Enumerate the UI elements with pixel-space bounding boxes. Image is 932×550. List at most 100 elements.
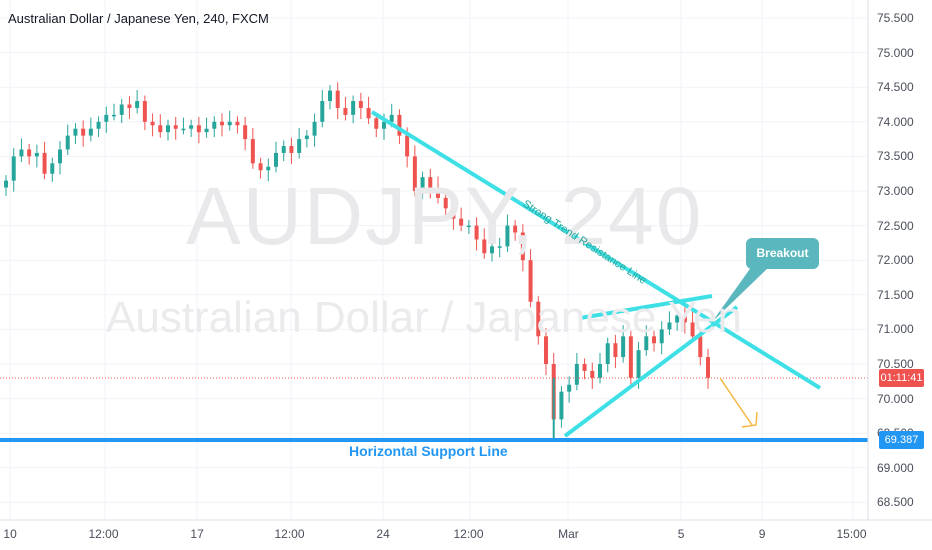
candle-body [196,125,201,133]
candle-body [235,121,240,126]
candle-body [42,152,47,174]
candle-body [227,121,232,126]
candle-body [366,107,371,119]
candle-body [559,391,564,420]
candle-body [621,336,626,358]
candle-body [27,149,32,157]
candle-body [335,90,340,108]
time-tick-label: 10 [3,527,17,541]
candle-body [58,149,62,164]
time-tick-label: 15:00 [836,527,867,541]
candle-body [659,329,664,344]
candle-body [158,125,163,133]
candle-body [528,260,533,302]
candle-body [405,135,410,157]
candle-body [119,104,124,115]
candle-body [250,139,255,164]
candle-body [374,118,379,129]
candle-body [567,384,572,392]
candle-body [142,101,147,122]
chart-title: Australian Dollar / Japanese Yen, 240, F… [8,11,269,26]
candle-body [351,101,356,115]
candle-body [204,128,209,133]
candle-body [574,364,579,385]
candle-body [520,232,525,261]
candle-body [289,146,294,153]
candle-body [667,322,672,330]
candle-body [644,336,649,351]
candle-body [443,197,448,209]
candle-body [590,370,595,378]
price-tick-label: 70.000 [877,391,914,406]
breakout-callout[interactable]: Breakout [746,238,819,269]
support-price-badge: 69.387 [879,431,924,449]
price-tick-label: 73.500 [877,149,914,164]
candle-body [682,315,687,323]
candle-body [613,343,618,358]
candle-body [490,246,494,254]
price-tick-label: 71.000 [877,322,914,337]
candle-body [482,239,487,254]
strong-trend-resistance-line[interactable] [370,110,822,390]
candle-body [19,149,24,157]
price-tick-label: 75.500 [877,11,914,25]
time-tick-label: 17 [190,527,204,541]
candle-body [412,156,417,191]
candle-body [312,121,317,136]
candle-body [536,301,541,337]
candle-body [135,101,140,108]
time-tick-label: 12:00 [453,527,484,541]
candlestick-series [4,82,710,439]
candle-body [628,336,633,378]
candle-body [212,121,217,129]
candle-body [428,177,433,188]
candle-body [320,101,325,122]
chart-grid [0,0,868,520]
candle-body [150,121,155,126]
candle-body [127,104,132,108]
candle-body [274,152,278,167]
candle-body [11,156,16,181]
candle-body [382,121,386,129]
candle-body [343,107,348,115]
triangle-lower-line[interactable] [563,305,739,438]
projection-arrow-head [741,411,758,428]
price-tick-label: 74.000 [877,114,914,129]
candle-body [397,114,402,136]
candle-body [266,166,271,171]
price-tick-label: 68.500 [877,495,914,510]
candle-body [258,163,263,171]
price-tick-label: 74.500 [877,80,914,95]
candle-body [112,114,116,117]
candle-body [698,336,703,358]
price-tick-label: 71.500 [877,287,914,302]
candle-body [96,121,101,129]
candle-body [497,246,502,248]
price-tick-label: 69.000 [877,460,914,475]
candle-body [605,343,610,364]
time-tick-label: 12:00 [274,527,305,541]
candle-body [88,128,93,136]
countdown-badge: 01:11:41 [879,369,924,387]
candle-body [304,135,309,140]
support-line-label: Horizontal Support Line [349,443,508,459]
candle-body [4,180,8,188]
candle-body [582,364,587,371]
price-tick-label: 75.000 [877,45,914,60]
candle-body [675,315,680,323]
name-watermark: Australian Dollar / Japanese Yen [106,293,742,342]
candle-body [389,114,394,122]
triangle-upper-line[interactable] [579,294,713,320]
candle-body [297,139,302,153]
candle-body [65,135,70,150]
time-tick-label: 5 [677,527,685,541]
candle-body [636,350,641,378]
symbol-watermark: AUDJPY, 240 [186,171,704,262]
candle-body [652,336,656,344]
candle-body [166,125,170,133]
candle-body [544,336,548,364]
candle-body [459,218,464,226]
candle-body [173,125,178,129]
candle-body [690,322,695,337]
